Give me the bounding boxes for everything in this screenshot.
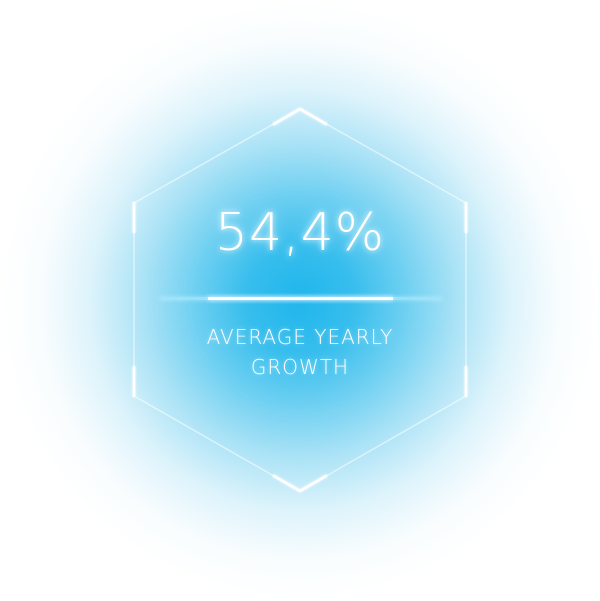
stat-label: AVERAGE YEARLY GROWTH <box>150 322 450 382</box>
divider-inner <box>208 297 393 300</box>
stat-value: 54,4% <box>214 203 386 263</box>
hexagon-corner-accents <box>132 107 468 493</box>
stat-label-line-2: GROWTH <box>250 355 350 379</box>
stat-label-line-1: AVERAGE YEARLY <box>206 325 394 349</box>
hexagon-outline <box>133 108 467 492</box>
